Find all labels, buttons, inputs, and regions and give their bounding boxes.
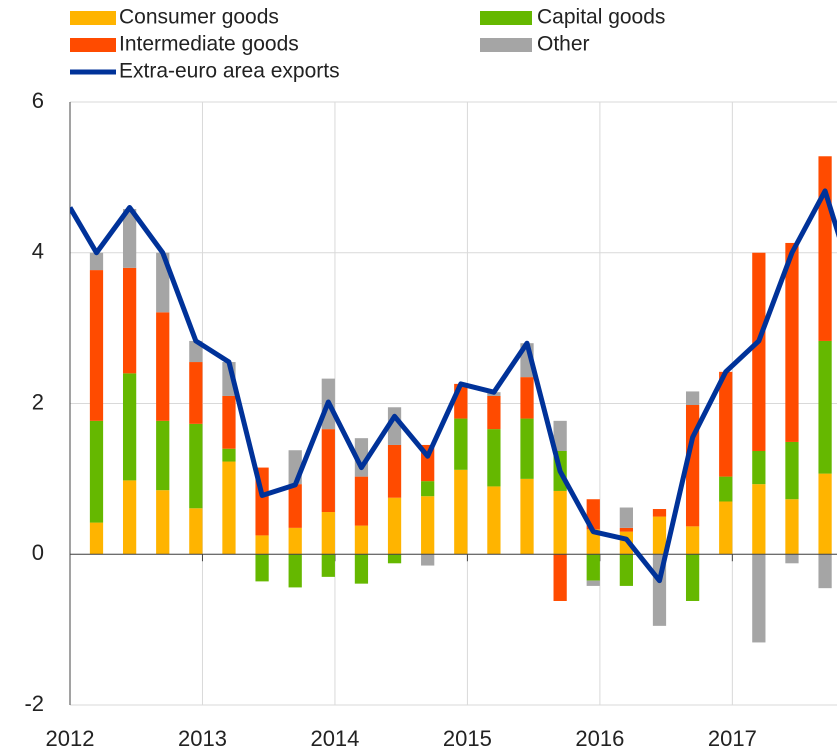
bar — [122, 373, 137, 481]
legend-label: Consumer goods — [119, 6, 279, 29]
bar — [387, 497, 402, 555]
bar — [255, 554, 269, 582]
bar — [719, 476, 733, 502]
bar — [255, 535, 269, 555]
x-tick-label: 2016 — [575, 726, 624, 751]
bar — [354, 476, 369, 526]
legend-swatch — [480, 38, 532, 52]
bar — [89, 270, 104, 421]
y-tick-label: 0 — [32, 540, 44, 565]
bar — [189, 423, 203, 509]
plot-area — [70, 156, 837, 643]
bar — [222, 395, 236, 449]
bar — [421, 481, 435, 497]
bar — [189, 508, 203, 555]
bar — [89, 252, 104, 271]
legend-label: Intermediate goods — [119, 33, 299, 56]
bar — [454, 469, 468, 555]
bar — [619, 527, 633, 532]
bar — [421, 554, 435, 566]
bar — [586, 529, 600, 555]
bar — [553, 420, 567, 451]
bar — [785, 441, 799, 500]
bar — [685, 526, 700, 555]
bar — [288, 484, 302, 528]
bar — [321, 512, 335, 555]
bar — [619, 507, 633, 528]
x-tick-label: 2017 — [708, 726, 757, 751]
bar — [818, 473, 832, 555]
y-tick-label: -2 — [24, 691, 44, 716]
legend-swatch — [70, 11, 116, 25]
bar — [189, 362, 203, 424]
bar — [586, 580, 600, 586]
x-tick-label: 2012 — [46, 726, 95, 751]
x-tick-label: 2013 — [178, 726, 227, 751]
bar — [156, 312, 170, 421]
bar — [752, 484, 766, 555]
bar — [818, 554, 832, 589]
bar — [652, 516, 667, 555]
y-tick-label: 4 — [32, 239, 44, 264]
bar — [586, 554, 600, 581]
bar — [354, 525, 369, 555]
legend: Consumer goods Capital goods Intermediat… — [70, 6, 665, 83]
bar — [685, 554, 700, 601]
bar — [752, 252, 766, 451]
legend-swatch — [70, 38, 116, 52]
bar — [354, 554, 369, 584]
legend-label: Capital goods — [537, 6, 665, 29]
bar — [89, 420, 104, 523]
bar — [553, 490, 567, 555]
bar — [520, 418, 534, 479]
bar — [288, 554, 302, 588]
bar — [454, 418, 468, 470]
bar — [189, 340, 203, 363]
bar — [619, 554, 633, 586]
y-tick-label: 6 — [32, 88, 44, 113]
bar — [487, 395, 501, 430]
bar — [156, 490, 170, 555]
bar — [122, 267, 137, 374]
bar — [520, 478, 534, 555]
bar — [752, 554, 766, 643]
legend-swatch — [480, 11, 532, 25]
bar — [222, 461, 236, 555]
x-tick-label: 2015 — [443, 726, 492, 751]
bar — [719, 371, 733, 477]
bar — [818, 156, 832, 341]
bar — [222, 448, 236, 462]
bar — [520, 377, 534, 419]
bar — [652, 509, 667, 517]
line — [70, 188, 837, 584]
bar — [818, 340, 832, 474]
y-tick-label: 2 — [32, 389, 44, 414]
bar — [156, 420, 170, 491]
bar — [487, 486, 501, 555]
bar — [89, 522, 104, 555]
bar — [553, 554, 567, 601]
bar — [685, 391, 700, 406]
bar — [421, 496, 435, 555]
bar — [387, 554, 402, 564]
bar — [719, 501, 733, 555]
bar — [288, 527, 302, 555]
bar — [321, 429, 335, 513]
bar — [752, 450, 766, 485]
legend-label: Other — [537, 33, 590, 56]
bar — [321, 554, 335, 577]
bar — [122, 209, 137, 268]
bar — [487, 429, 501, 487]
bar — [785, 554, 799, 564]
bar — [785, 242, 799, 442]
bar — [122, 480, 137, 555]
x-tick-label: 2014 — [310, 726, 359, 751]
legend-label: Extra-euro area exports — [119, 60, 340, 83]
bar — [785, 499, 799, 555]
bar — [387, 444, 402, 498]
